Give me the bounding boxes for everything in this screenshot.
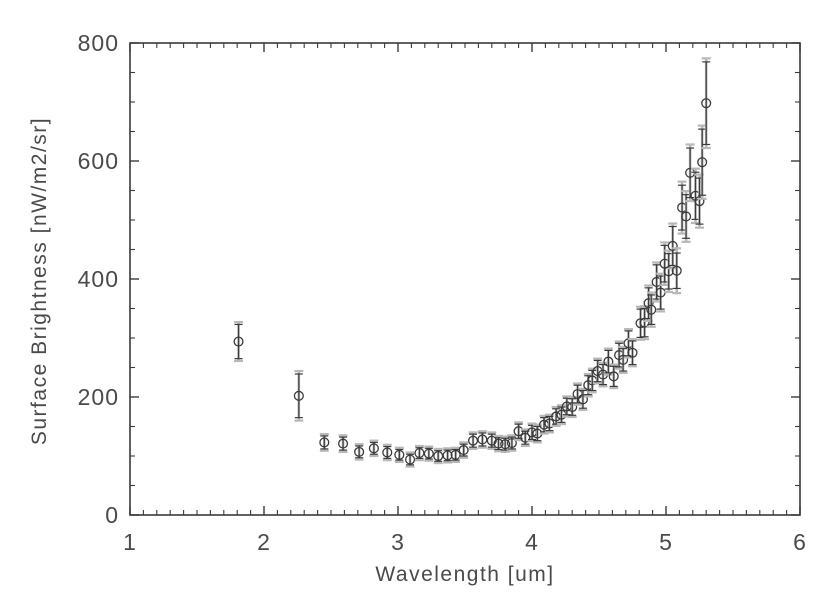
data-point [423, 445, 434, 462]
data-point [233, 320, 244, 363]
x-tick-label: 2 [257, 529, 271, 555]
data-point [442, 447, 453, 464]
data-point [701, 57, 712, 150]
circle-marker [442, 450, 453, 461]
circle-marker [354, 446, 365, 457]
data-point [414, 444, 425, 462]
data-point [567, 395, 578, 419]
circle-marker [394, 449, 405, 460]
circle-marker [458, 445, 469, 456]
data-point [526, 422, 538, 443]
circle-marker [627, 347, 638, 358]
circle-marker [368, 443, 379, 454]
circle-marker [467, 435, 479, 446]
circle-marker [618, 354, 629, 365]
circle-marker [603, 356, 614, 367]
y-tick-label: 200 [78, 384, 119, 410]
circle-marker [577, 394, 588, 405]
data-point [354, 443, 365, 461]
data-point [690, 167, 701, 225]
data-point [382, 443, 393, 462]
circle-marker [493, 438, 504, 449]
x-tick-label: 5 [659, 529, 673, 555]
circle-marker [681, 211, 692, 222]
data-point [627, 338, 638, 368]
circle-marker [233, 336, 244, 347]
data-point [697, 124, 708, 200]
x-tick-label: 4 [525, 529, 539, 555]
data-point [587, 367, 598, 394]
circle-marker [667, 240, 678, 252]
circle-marker [567, 401, 578, 413]
circle-marker [423, 448, 434, 459]
circle-marker [405, 454, 416, 465]
data-point [608, 363, 619, 390]
data-point [458, 441, 469, 459]
data-point [694, 173, 705, 229]
data-point [368, 439, 379, 458]
data-point [506, 434, 517, 452]
x-axis-label: Wavelength [um] [375, 563, 554, 586]
y-tick-label: 400 [78, 266, 119, 292]
circle-marker [639, 317, 650, 328]
x-tick-label: 1 [123, 529, 137, 555]
data-point [467, 431, 479, 451]
data-point [663, 249, 674, 294]
data-point [520, 428, 531, 448]
y-tick-label: 600 [78, 148, 119, 174]
circle-marker [646, 304, 657, 315]
data-point [405, 451, 416, 468]
y-axis-label: Surface Brightness [nW/m2/sr] [28, 117, 51, 445]
circle-marker [319, 437, 330, 448]
circle-marker [506, 437, 517, 449]
data-point [603, 347, 614, 376]
circle-marker [486, 435, 497, 446]
circle-marker [382, 447, 393, 458]
data-point [597, 361, 609, 388]
circle-marker [477, 434, 488, 445]
circle-marker [500, 439, 511, 450]
data-point [671, 247, 682, 295]
data-points [233, 57, 712, 468]
circle-marker [663, 266, 674, 277]
data-point [500, 435, 511, 453]
circle-marker [671, 265, 682, 276]
axes [129, 42, 801, 516]
y-tick-label: 800 [78, 30, 119, 56]
data-point [319, 433, 330, 452]
circle-marker [608, 371, 619, 382]
data-point [293, 369, 304, 422]
data-point [572, 382, 583, 406]
data-point [646, 291, 657, 328]
data-point [338, 434, 349, 453]
circle-marker [694, 196, 705, 207]
circle-marker [697, 157, 708, 168]
data-point [486, 431, 497, 451]
circle-marker [643, 298, 654, 309]
circle-marker [293, 390, 304, 401]
tick-labels: 1 2 3 4 5 6 0 200 400 600 800 [78, 30, 807, 555]
data-point [394, 446, 405, 463]
data-point [577, 387, 588, 412]
circle-marker [701, 98, 712, 109]
circle-marker [520, 432, 531, 443]
y-tick-label: 0 [105, 502, 119, 528]
data-point [450, 446, 461, 463]
x-tick-label: 3 [391, 529, 405, 555]
data-point [433, 447, 444, 465]
circle-marker [450, 449, 461, 460]
x-tick-label: 6 [793, 529, 807, 555]
circle-marker [338, 438, 349, 449]
data-point [477, 430, 488, 449]
